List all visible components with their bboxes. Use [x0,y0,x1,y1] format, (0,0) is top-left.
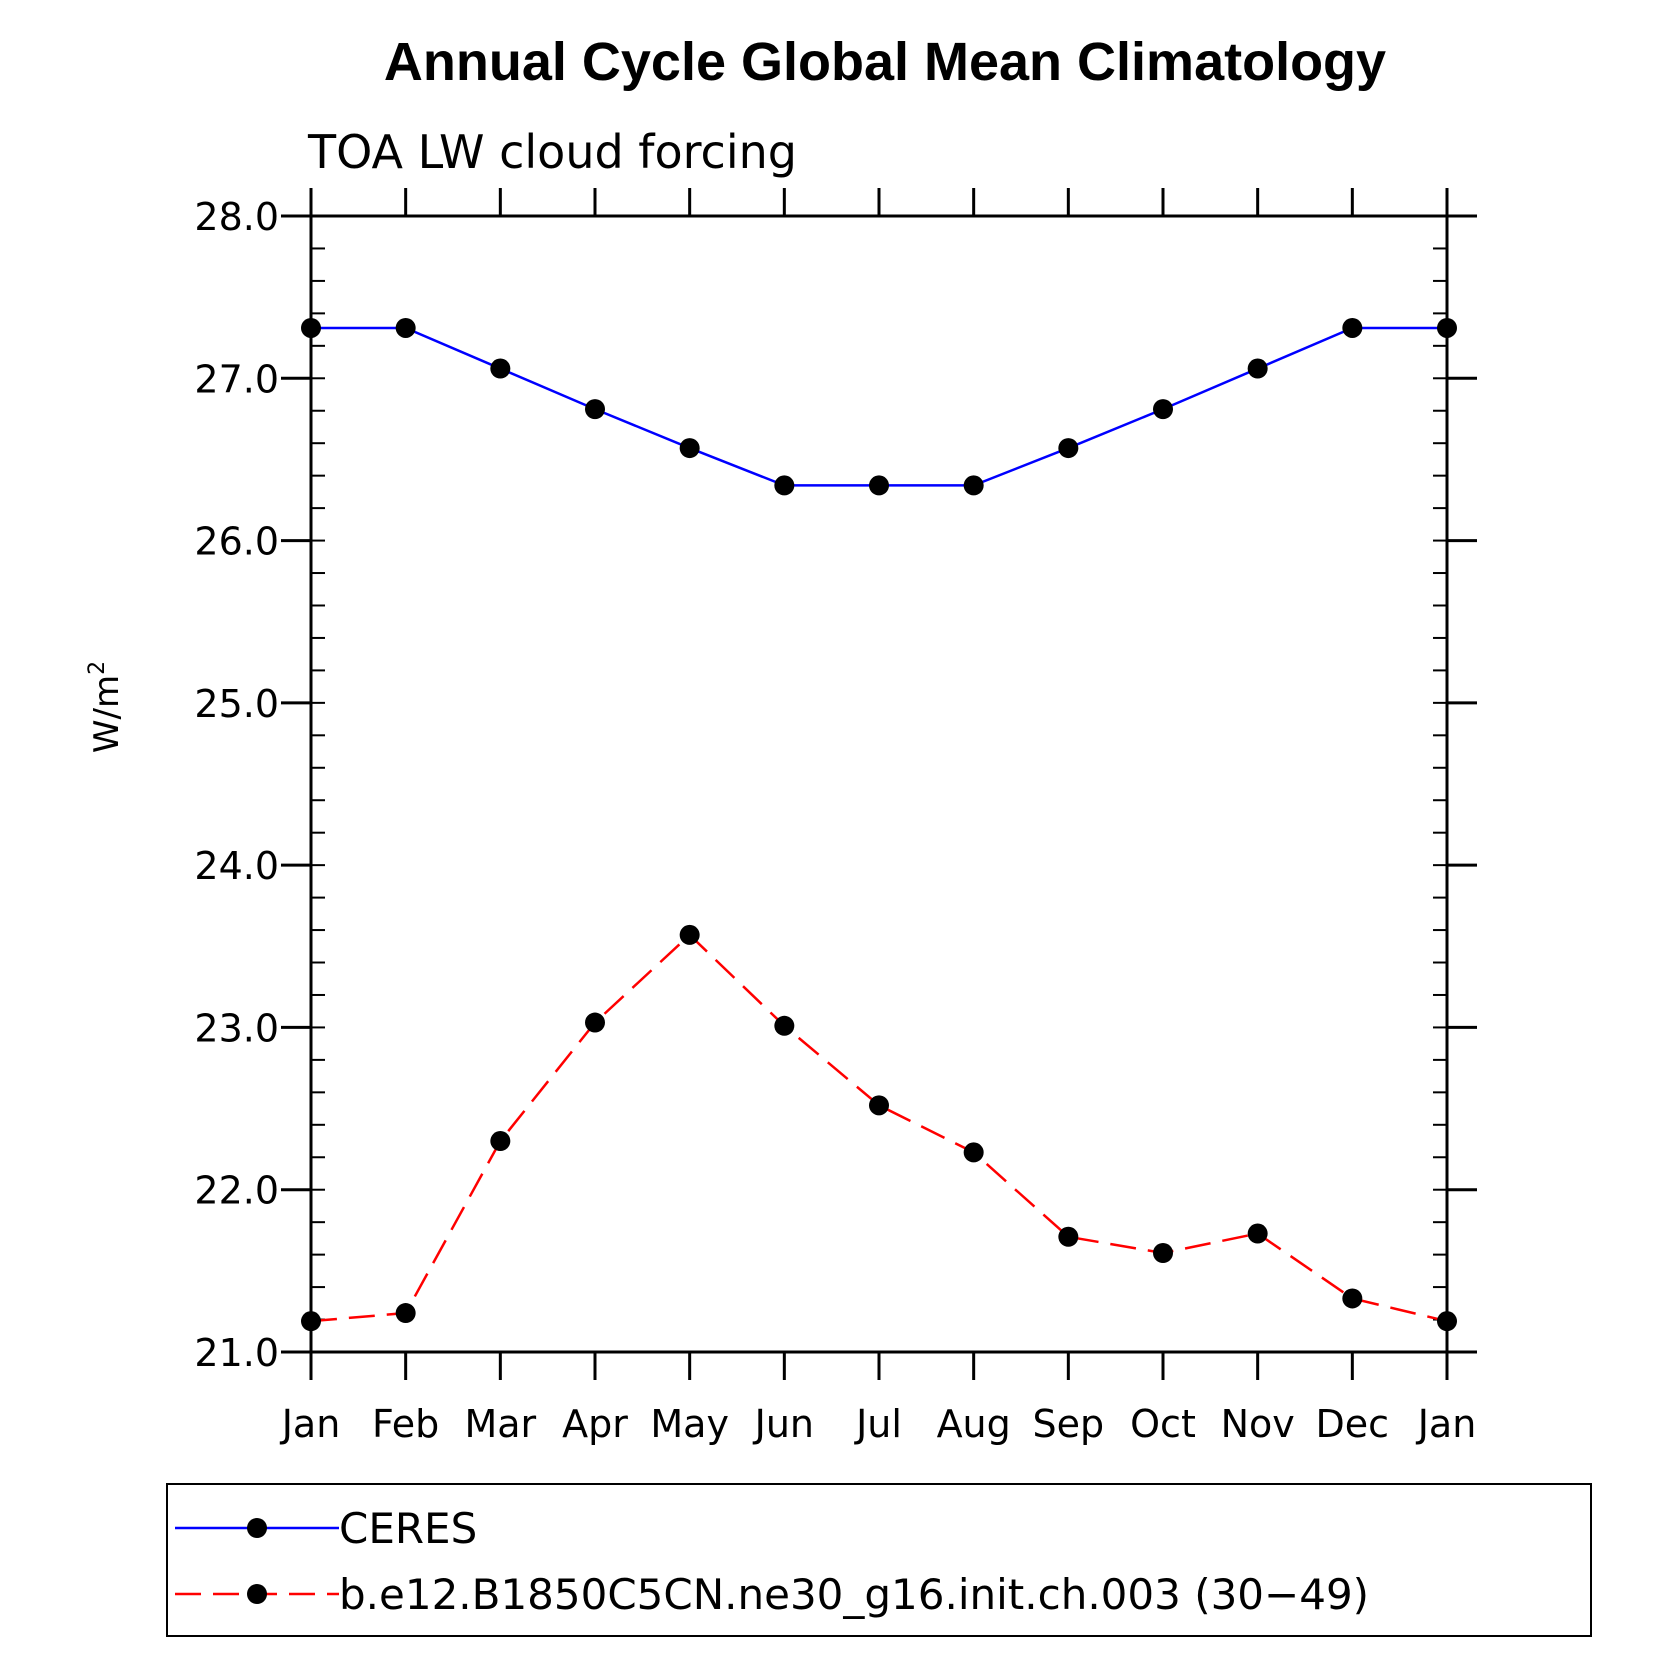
y-axis-label-text: W/m [87,675,127,753]
x-axis-tick-labels: Jan Feb Mar Apr May Jun Jul Aug Sep Oct Nov Dec Jan [280,1402,1477,1446]
x-tick-label: May [650,1402,729,1446]
y-tick-label: 24.0 [194,844,279,888]
data-point-series-1 [1247,358,1268,379]
data-point-series-2 [395,1303,416,1324]
x-tick-label: Aug [937,1402,1011,1446]
series-line-1 [311,326,1447,487]
legend: CERES b.e12.B1850C5CN.ne30_g16.init.ch.00… [175,1504,1369,1619]
x-tick-label: Jan [280,1402,341,1446]
data-point-series-2 [774,1015,795,1036]
data-point-series-2 [963,1142,984,1163]
chart-subtitle: TOA LW cloud forcing [307,125,797,179]
x-tick-label: Oct [1130,1402,1196,1446]
y-tick-label: 22.0 [194,1169,279,1213]
data-point-series-1 [774,475,795,496]
data-point-series-2 [1058,1226,1079,1247]
data-point-series-2 [1437,1311,1457,1332]
series-group [301,317,1457,1332]
y-tick-label: 23.0 [194,1006,279,1050]
y-tick-label: 21.0 [194,1331,279,1375]
x-tick-label: Jun [753,1402,814,1446]
chart-title: Annual Cycle Global Mean Climatology [384,32,1386,92]
y-axis-label: W/m2 [85,661,127,753]
data-point-series-1 [585,399,605,420]
x-tick-label: Apr [562,1402,628,1446]
data-point-series-2 [1153,1243,1173,1264]
data-point-series-2 [679,924,700,945]
y-tick-label: 25.0 [194,682,279,726]
data-point-series-1 [1058,438,1079,459]
data-point-series-1 [490,358,511,379]
legend-box [166,1483,1592,1637]
y-tick-label: 26.0 [194,520,279,564]
data-point-series-1 [395,317,416,338]
data-point-series-2 [490,1131,511,1152]
y-axis-label-group: W/m2 [85,661,127,753]
x-axis-ticks [309,188,1449,1380]
x-tick-label: Mar [464,1402,536,1446]
legend-marker-1 [247,1518,267,1538]
data-point-series-2 [301,1311,321,1332]
y-tick-label: 28.0 [194,195,279,239]
x-tick-label: Dec [1316,1402,1390,1446]
data-point-series-1 [1153,399,1173,420]
data-point-series-1 [1437,317,1457,338]
legend-marker-2 [247,1584,267,1604]
data-point-series-1 [963,475,984,496]
data-point-series-2 [1342,1288,1363,1309]
y-axis-tick-labels: 21.0 22.0 23.0 24.0 25.0 26.0 27.0 28.0 [194,195,279,1375]
y-axis-ticks [281,214,1477,1354]
data-point-series-2 [1247,1223,1268,1244]
legend-label-2: b.e12.B1850C5CN.ne30_g16.init.ch.003 (30… [339,1570,1369,1619]
x-tick-label: Sep [1033,1402,1105,1446]
data-point-series-1 [869,475,889,496]
x-tick-label: Nov [1221,1402,1295,1446]
x-tick-label: Feb [372,1402,439,1446]
data-point-series-1 [1342,317,1363,338]
x-tick-label: Jul [854,1402,902,1446]
y-tick-label: 27.0 [194,357,279,401]
plot-frame [309,214,1449,1354]
data-point-series-1 [301,317,321,338]
y-axis-label-superscript: 2 [85,661,110,675]
series-line-2 [310,933,1448,1323]
legend-label-1: CERES [339,1504,477,1553]
x-tick-label: Jan [1416,1402,1477,1446]
data-point-series-1 [679,438,700,459]
data-point-series-2 [869,1095,889,1116]
data-point-series-2 [585,1012,605,1033]
